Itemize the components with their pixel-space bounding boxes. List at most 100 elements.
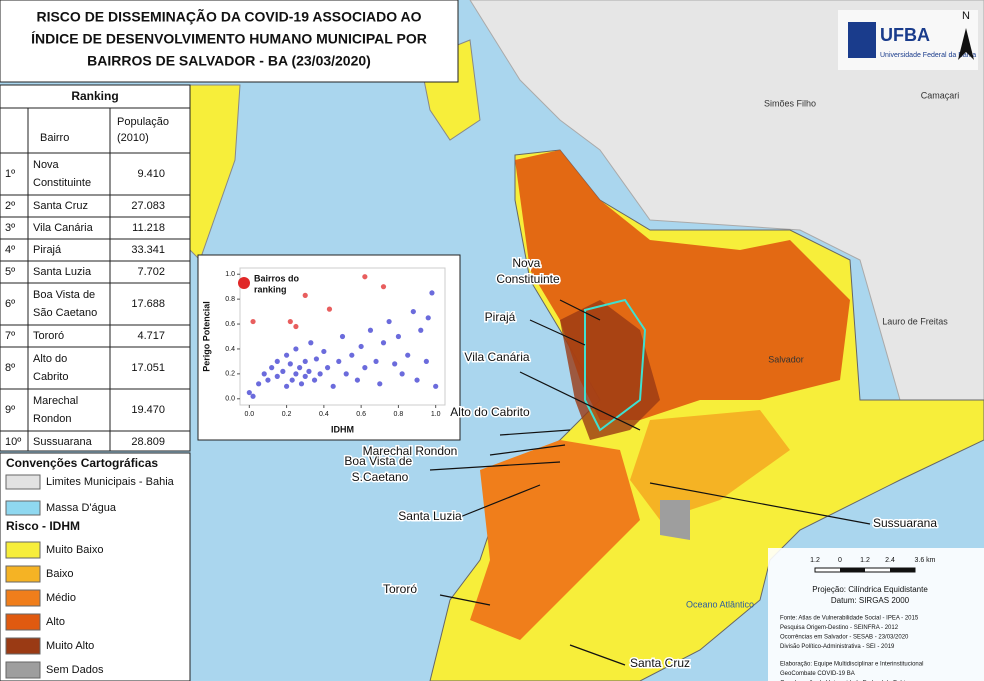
point (399, 371, 405, 377)
point (293, 323, 299, 330)
point (326, 306, 333, 312)
rank: 8º (5, 362, 15, 374)
logo-name: UFBA (880, 25, 930, 45)
rank: 6º (5, 298, 15, 310)
point (293, 346, 299, 352)
x-tick-label: 0.4 (319, 411, 329, 418)
point (317, 371, 323, 377)
point (339, 333, 346, 340)
scale-bar (814, 567, 916, 573)
population: 33.341 (131, 244, 165, 256)
point (367, 327, 374, 333)
credit: Divisão Político-Administrativa - SEI - … (780, 644, 895, 650)
scale-label: 2.4 (885, 557, 895, 564)
point (324, 365, 331, 371)
point (302, 373, 308, 379)
point (302, 358, 308, 365)
point (410, 308, 416, 315)
point (246, 389, 252, 396)
point (373, 358, 379, 365)
point (283, 352, 290, 358)
bairro: Tororó (33, 330, 64, 342)
point (311, 377, 318, 383)
x-tick-label: 0.0 (244, 411, 254, 418)
point (377, 381, 383, 387)
title: BAIRROS DE SALVADOR - BA (23/03/2020) (87, 53, 371, 69)
legend-swatch (5, 589, 41, 607)
bairro: Boa Vista de São Caetano (33, 289, 98, 319)
rank: 3º (5, 222, 15, 234)
point (354, 377, 361, 383)
credit: Pesquisa Origem-Destino - SEINFRA - 2012 (780, 625, 899, 631)
legend-label: Muito Baixo (46, 544, 103, 556)
point (429, 290, 435, 296)
point (297, 365, 303, 371)
point (256, 381, 262, 387)
risk-area (630, 410, 790, 520)
point (433, 383, 439, 389)
scale-label: 3.6 km (914, 557, 935, 564)
population: 11.218 (132, 222, 165, 234)
land (469, 0, 984, 431)
legend-label: Baixo (46, 568, 74, 580)
population: 28.809 (131, 436, 165, 448)
bairro: Alto do Cabrito (33, 353, 70, 383)
point (261, 371, 267, 377)
header: População (2010) (117, 116, 172, 144)
y-tick-label: 0.2 (225, 371, 235, 378)
point (274, 373, 280, 379)
bairro-label: Vila Canária (464, 350, 529, 364)
legend-swatch (5, 541, 41, 559)
point (302, 292, 308, 298)
legend-subtitle: Risco - IDHM (6, 519, 80, 533)
point (343, 371, 349, 377)
population: 7.702 (137, 266, 165, 278)
legend-swatch (5, 613, 41, 631)
logo-icon (848, 22, 876, 58)
point (358, 343, 364, 350)
point (313, 356, 320, 362)
point (321, 348, 327, 355)
point (289, 377, 295, 383)
point (330, 383, 336, 389)
rank: 1º (5, 168, 15, 180)
y-tick-label: 1.0 (225, 271, 235, 278)
scale-label: 0 (838, 557, 842, 564)
point (380, 284, 387, 290)
place: Salvador (768, 354, 804, 364)
bairro: Sussuarana (33, 436, 93, 448)
ranking-title: Ranking (71, 89, 118, 103)
population: 19.470 (131, 404, 165, 416)
population: 4.717 (137, 330, 165, 342)
rank: 4º (5, 244, 15, 256)
rank: 10º (5, 436, 21, 448)
point (287, 318, 293, 325)
point (283, 383, 290, 389)
point (265, 377, 271, 383)
legend-label: Alto (46, 616, 65, 628)
point (287, 361, 293, 367)
point (308, 340, 314, 346)
y-tick-label: 0.6 (225, 321, 235, 328)
bairro-label: Santa Luzia (398, 509, 462, 523)
legend-label: Bairros do ranking (254, 274, 302, 295)
bairro: Santa Cruz (33, 200, 88, 212)
rank: 7º (5, 330, 15, 342)
place: Simões Filho (764, 98, 816, 108)
rank: 2º (5, 200, 15, 212)
bairro: Nova Constituinte (33, 159, 91, 189)
y-tick-label: 0.8 (225, 296, 235, 303)
population: 17.688 (131, 298, 165, 310)
point (280, 368, 286, 374)
point (250, 393, 256, 399)
x-axis-label: IDHM (331, 424, 354, 434)
legend-label: Muito Alto (46, 640, 94, 652)
credit: Ocorrências em Salvador - SESAB - 23/03/… (780, 635, 909, 641)
point (336, 358, 342, 365)
legend-swatch (5, 637, 41, 655)
highlight (584, 298, 647, 432)
bairro-label: Pirajá (485, 310, 516, 324)
y-axis-label: Perigo Potencial (201, 301, 211, 372)
point (425, 315, 431, 321)
